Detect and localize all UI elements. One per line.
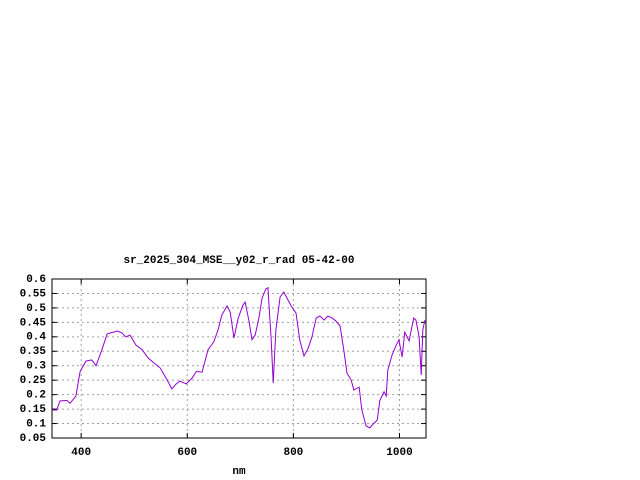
x-tick-label: 600 bbox=[177, 447, 197, 459]
plot-frame bbox=[51, 278, 427, 439]
x-tick-label: 800 bbox=[283, 447, 303, 459]
y-tick-label: 0.25 bbox=[20, 375, 47, 387]
data-line bbox=[52, 286, 426, 429]
y-tick-label: 0.5 bbox=[26, 303, 46, 315]
x-tick-label: 400 bbox=[71, 447, 91, 459]
y-tick-label: 0.45 bbox=[20, 317, 47, 329]
x-axis-label: nm bbox=[232, 466, 246, 478]
x-tick-label: 1000 bbox=[386, 447, 412, 459]
y-tick-label: 0.2 bbox=[26, 390, 46, 402]
y-tick-label: 0.15 bbox=[20, 404, 47, 416]
y-tick-label: 0.3 bbox=[26, 361, 46, 373]
y-tick-label: 0.05 bbox=[20, 433, 47, 445]
y-tick-label: 0.6 bbox=[26, 274, 46, 286]
y-tick-label: 0.55 bbox=[20, 288, 47, 300]
y-tick-label: 0.4 bbox=[26, 332, 46, 344]
chart-title: sr_2025_304_MSE__y02_r_rad 05-42-00 bbox=[123, 255, 354, 267]
y-tick-label: 0.35 bbox=[20, 346, 47, 358]
y-tick-label: 0.1 bbox=[26, 418, 46, 430]
